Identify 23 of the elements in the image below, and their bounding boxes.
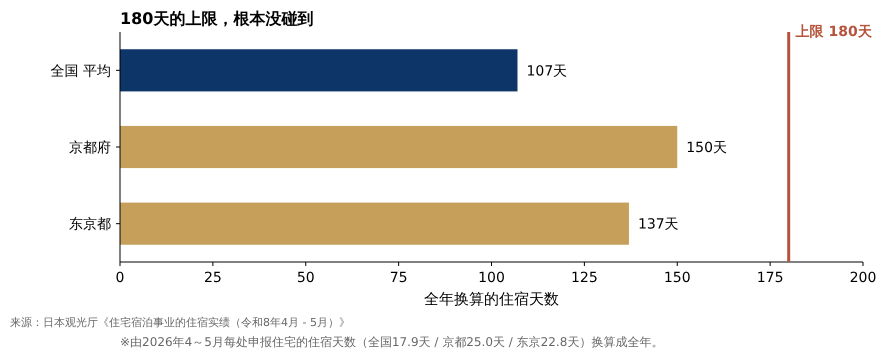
x-tick-label: 125 <box>571 270 598 286</box>
source-note: 来源：日本观光厅《住宅宿泊事业的住宿实绩（令和8年4月 - 5月）》 <box>10 316 350 329</box>
y-tick-label: 东京都 <box>69 216 111 233</box>
bar <box>120 49 518 92</box>
x-tick-label: 0 <box>116 270 124 286</box>
x-tick-label: 75 <box>390 270 408 286</box>
x-tick-label: 50 <box>296 270 315 286</box>
bar <box>120 202 629 245</box>
x-tick-label: 150 <box>664 270 691 286</box>
data-label: 137天 <box>638 216 679 233</box>
bar <box>120 126 678 168</box>
x-axis-title: 全年换算的住宿天数 <box>424 290 559 308</box>
ref-line-label: 上限 180天 <box>794 24 873 40</box>
x-tick-label: 175 <box>756 270 784 286</box>
text: ※由2026年4～5月每处申报住宅的住宿天数（全国17.9天 / 京都25.0天 / 东京22.8天）换算成全年。 <box>120 335 664 349</box>
x-tick-label: 200 <box>850 270 876 286</box>
y-tick-label: 京都府 <box>69 140 111 156</box>
x-tick-label: 25 <box>204 270 222 286</box>
data-label: 150天 <box>686 140 727 156</box>
chart-title: 180天的上限，根本没碰到 <box>120 9 314 28</box>
x-tick-label: 100 <box>478 270 505 286</box>
y-tick-label: 全国 平均 <box>50 63 111 80</box>
data-label: 107天 <box>526 63 568 80</box>
